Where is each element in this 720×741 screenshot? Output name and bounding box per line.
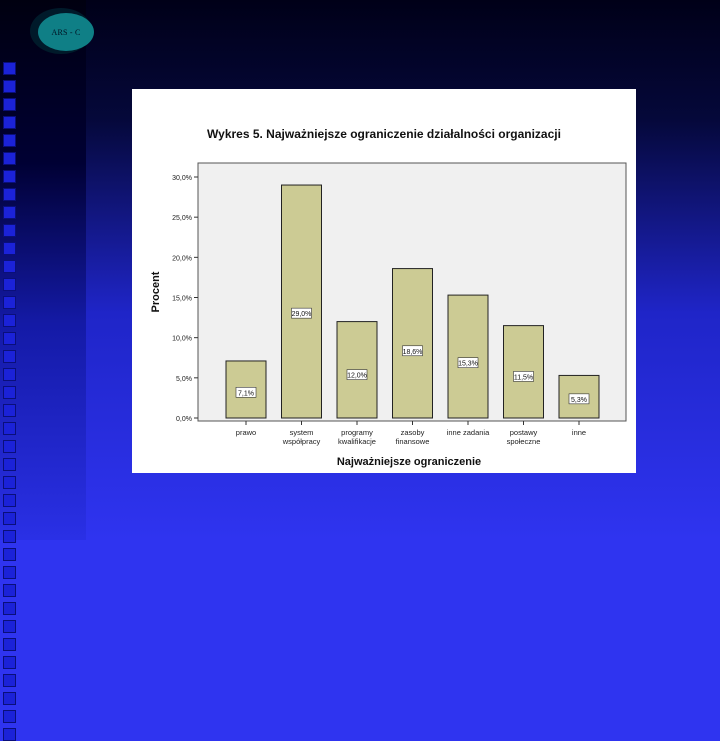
decorative-square <box>3 494 16 507</box>
logo-text: ARS - C <box>51 27 81 37</box>
decorative-square <box>3 350 16 363</box>
bar-chart: Wykres 5. Najważniejsze ograniczenie dzi… <box>150 127 627 468</box>
decorative-square <box>3 314 16 327</box>
y-tick-label: 5,0% <box>176 376 192 383</box>
decorative-square <box>3 386 16 399</box>
decorative-square <box>3 710 16 723</box>
y-axis: 0,0% 5,0% 10,0% 15,0% 20,0% 25,0% 30,0% <box>172 175 198 423</box>
decorative-square <box>3 422 16 435</box>
data-label: 5,3% <box>571 397 587 404</box>
decorative-square <box>3 638 16 651</box>
decorative-square <box>3 440 16 453</box>
x-axis: prawo system współpracy programy kwalifikacj… <box>236 421 586 446</box>
y-tick-label: 10,0% <box>172 336 192 343</box>
decorative-square <box>3 674 16 687</box>
x-tick-label: zasoby finansowe <box>396 428 430 446</box>
data-label: 18,6% <box>403 349 423 356</box>
decorative-square <box>3 656 16 669</box>
data-label-box <box>235 387 257 398</box>
decorative-square <box>3 584 16 597</box>
decorative-square <box>3 332 16 345</box>
data-label-box <box>457 357 479 368</box>
decorative-square <box>3 512 16 525</box>
bar <box>447 294 489 419</box>
decorative-square <box>3 476 16 489</box>
logo: ARS - C <box>38 13 94 51</box>
decorative-square <box>3 80 16 93</box>
y-tick-label: 30,0% <box>172 175 192 182</box>
decorative-square <box>3 116 16 129</box>
decorative-square <box>3 458 16 471</box>
decorative-square <box>3 620 16 633</box>
data-label-box <box>568 393 590 405</box>
decorative-square <box>3 566 16 579</box>
x-tick-label: inne zadania <box>447 428 490 437</box>
x-tick-label: postawy społeczne <box>507 428 541 446</box>
decorative-square <box>3 368 16 381</box>
decorative-square <box>3 692 16 705</box>
data-label-box <box>291 307 312 319</box>
data-label-box <box>346 369 368 380</box>
data-label: 12,0% <box>347 373 367 380</box>
data-label: 7,1% <box>238 390 254 397</box>
decorative-square <box>3 530 16 543</box>
decorative-square <box>3 188 16 201</box>
data-label: 29,0% <box>292 311 312 318</box>
data-label: 11,5% <box>514 374 533 381</box>
decorative-square <box>3 548 16 561</box>
decorative-square <box>3 98 16 111</box>
chart-card: Wykres 5. Najważniejsze ograniczenie dzi… <box>132 89 636 473</box>
y-axis-label: Procent <box>150 271 162 312</box>
data-label-box <box>402 345 423 357</box>
decorative-square <box>3 134 16 147</box>
bar <box>225 360 267 419</box>
data-label-box <box>513 371 534 382</box>
decorative-square <box>3 728 16 741</box>
x-axis-label: Najważniejsze ograniczenie <box>337 456 481 468</box>
decorative-square <box>3 224 16 237</box>
bars-group: 7,1% 29,0% 12,0% 18,6% 15,3% 11,5% 5,3% <box>225 184 600 419</box>
y-tick-label: 20,0% <box>172 255 192 262</box>
decorative-square <box>3 260 16 273</box>
x-tick-label: prawo <box>236 428 256 437</box>
y-tick-label: 15,0% <box>172 296 192 303</box>
decorative-square <box>3 404 16 417</box>
x-tick-label: inne <box>572 428 586 437</box>
decorative-square <box>3 602 16 615</box>
chart-title: Wykres 5. Najważniejsze ograniczenie dzi… <box>207 127 561 141</box>
decorative-square <box>3 62 16 75</box>
decorative-square <box>3 152 16 165</box>
decorative-square <box>3 242 16 255</box>
decorative-square <box>3 296 16 309</box>
bar <box>392 268 433 419</box>
decorative-square <box>3 278 16 291</box>
data-label: 15,3% <box>458 361 478 368</box>
x-tick-label: system współpracy <box>282 428 321 446</box>
y-tick-label: 25,0% <box>172 215 192 222</box>
bar <box>281 184 322 419</box>
y-tick-label: 0,0% <box>176 416 192 423</box>
x-tick-label: programy kwalifikacje <box>338 428 376 446</box>
decorative-square <box>3 170 16 183</box>
decorative-square <box>3 206 16 219</box>
